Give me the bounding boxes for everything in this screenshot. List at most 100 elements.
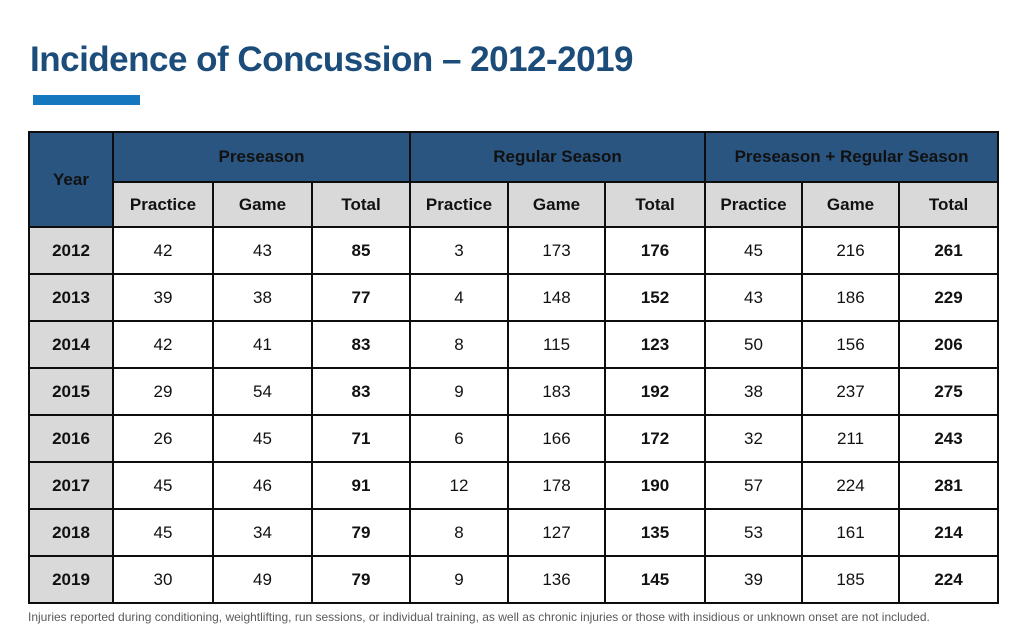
subheader-preseason-total: Total [310,181,412,228]
table-row: 2019 30 49 79 9 136 145 39 185 224 [28,555,1000,604]
footnote: Injuries reported during conditioning, w… [28,610,930,624]
data-cell: 42 [112,320,214,369]
total-cell: 83 [310,367,412,416]
data-cell: 42 [112,226,214,275]
year-cell: 2017 [28,461,114,510]
data-cell: 45 [704,226,804,275]
total-cell: 261 [898,226,1000,275]
data-cell: 173 [507,226,607,275]
subheader-regular-total: Total [604,181,707,228]
data-cell: 53 [704,508,804,557]
group-header-regular-season: Regular Season [409,131,707,183]
total-cell: 135 [604,508,707,557]
table-row: 2013 39 38 77 4 148 152 43 186 229 [28,273,1000,322]
year-column-header: Year [28,131,114,228]
data-cell: 45 [112,508,214,557]
group-header-preseason-plus-regular-season: Preseason + Regular Season [704,131,1000,183]
data-cell: 8 [409,508,510,557]
data-cell: 216 [801,226,901,275]
data-cell: 32 [704,414,804,463]
data-cell: 4 [409,273,510,322]
subheader-combined-total: Total [898,181,1000,228]
subheader-regular-practice: Practice [409,181,510,228]
subheader-combined-practice: Practice [704,181,804,228]
total-cell: 152 [604,273,707,322]
data-cell: 54 [212,367,313,416]
data-cell: 224 [801,461,901,510]
data-cell: 186 [801,273,901,322]
total-cell: 79 [310,555,412,604]
data-cell: 46 [212,461,313,510]
total-cell: 190 [604,461,707,510]
data-cell: 43 [704,273,804,322]
data-cell: 39 [112,273,214,322]
page-title: Incidence of Concussion – 2012-2019 [30,40,634,79]
data-cell: 9 [409,555,510,604]
data-cell: 3 [409,226,510,275]
data-cell: 38 [212,273,313,322]
total-cell: 123 [604,320,707,369]
data-cell: 57 [704,461,804,510]
data-cell: 237 [801,367,901,416]
data-cell: 166 [507,414,607,463]
data-cell: 178 [507,461,607,510]
data-cell: 156 [801,320,901,369]
subheader-preseason-practice: Practice [112,181,214,228]
data-cell: 45 [212,414,313,463]
sub-header-row: Practice Game Total Practice Game Total … [29,181,1000,228]
year-cell: 2019 [28,555,114,604]
data-cell: 38 [704,367,804,416]
data-cell: 161 [801,508,901,557]
data-cell: 49 [212,555,313,604]
title-accent-bar [33,95,140,105]
table-row: 2017 45 46 91 12 178 190 57 224 281 [28,461,1000,510]
total-cell: 91 [310,461,412,510]
concussion-incidence-table: Year Preseason Regular Season Preseason … [28,131,1000,604]
total-cell: 224 [898,555,1000,604]
year-cell: 2013 [28,273,114,322]
year-cell: 2018 [28,508,114,557]
data-cell: 41 [212,320,313,369]
data-cell: 34 [212,508,313,557]
total-cell: 192 [604,367,707,416]
data-cell: 185 [801,555,901,604]
total-cell: 206 [898,320,1000,369]
total-cell: 71 [310,414,412,463]
table-header: Year Preseason Regular Season Preseason … [28,131,1000,228]
year-cell: 2014 [28,320,114,369]
table-row: 2018 45 34 79 8 127 135 53 161 214 [28,508,1000,557]
year-cell: 2012 [28,226,114,275]
data-cell: 12 [409,461,510,510]
table-body: 2012 42 43 85 3 173 176 45 216 261 2013 39 38 77 4 148 1… [28,226,1000,604]
total-cell: 214 [898,508,1000,557]
group-header-preseason: Preseason [111,131,412,183]
data-cell: 26 [112,414,214,463]
total-cell: 83 [310,320,412,369]
total-cell: 172 [604,414,707,463]
data-cell: 9 [409,367,510,416]
group-header-row: Year Preseason Regular Season Preseason … [28,131,1000,228]
subheader-preseason-game: Game [212,181,313,228]
total-cell: 281 [898,461,1000,510]
total-cell: 85 [310,226,412,275]
total-cell: 145 [604,555,707,604]
total-cell: 77 [310,273,412,322]
data-cell: 39 [704,555,804,604]
table-row: 2015 29 54 83 9 183 192 38 237 275 [28,367,1000,416]
subheader-combined-game: Game [801,181,901,228]
table-row: 2016 26 45 71 6 166 172 32 211 243 [28,414,1000,463]
total-cell: 229 [898,273,1000,322]
data-cell: 148 [507,273,607,322]
total-cell: 275 [898,367,1000,416]
data-cell: 29 [112,367,214,416]
total-cell: 176 [604,226,707,275]
table-row: 2012 42 43 85 3 173 176 45 216 261 [28,226,1000,275]
data-cell: 127 [507,508,607,557]
year-cell: 2016 [28,414,114,463]
data-cell: 136 [507,555,607,604]
data-cell: 115 [507,320,607,369]
data-cell: 6 [409,414,510,463]
year-cell: 2015 [28,367,114,416]
data-cell: 43 [212,226,313,275]
data-cell: 183 [507,367,607,416]
